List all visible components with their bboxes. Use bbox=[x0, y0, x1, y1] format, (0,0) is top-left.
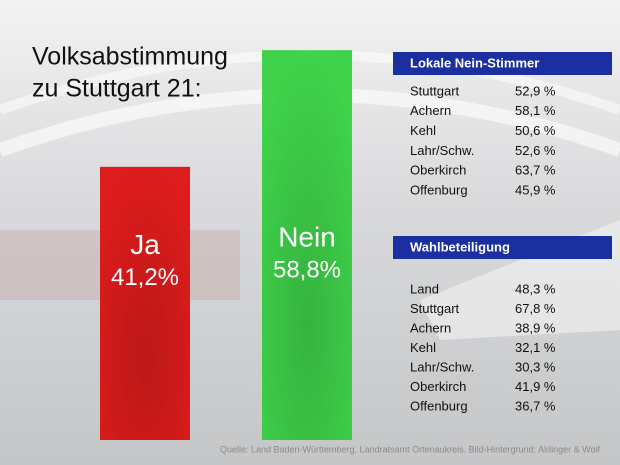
row-label: Offenburg bbox=[410, 182, 468, 197]
title-line: Volksabstimmung bbox=[32, 43, 228, 71]
title-line: zu Stuttgart 21: bbox=[32, 75, 202, 103]
table-header bbox=[393, 52, 612, 75]
source: Quelle: Land Baden-Württemberg, Landrats… bbox=[220, 444, 601, 454]
bar-shade bbox=[262, 50, 352, 440]
row-value: 48,3 % bbox=[515, 281, 556, 296]
row-label: Kehl bbox=[410, 340, 436, 355]
value-label: 41,2% bbox=[111, 264, 179, 291]
row-label: Achern bbox=[410, 320, 451, 335]
row-value: 52,9 % bbox=[515, 83, 556, 98]
row-value: 32,1 % bbox=[515, 340, 556, 355]
table-title: Lokale Nein-Stimmer bbox=[410, 55, 539, 70]
row-value: 63,7 % bbox=[515, 163, 556, 178]
value-label: 58,8% bbox=[273, 257, 341, 284]
row-value: 50,6 % bbox=[515, 123, 556, 138]
row-value: 36,7 % bbox=[515, 398, 556, 413]
bar-shade bbox=[100, 166, 190, 440]
category-label: Ja bbox=[130, 229, 160, 260]
row-label: Stuttgart bbox=[410, 83, 460, 98]
row-value: 45,9 % bbox=[515, 182, 556, 197]
row-label: Lahr/Schw. bbox=[410, 359, 474, 374]
category-label: Nein bbox=[278, 222, 336, 253]
row-value: 52,6 % bbox=[515, 143, 556, 158]
row-value: 30,3 % bbox=[515, 359, 556, 374]
bars: Ja 41,2% Nein 58,8% bbox=[100, 50, 352, 440]
table-title: Wahlbeteiligung bbox=[410, 239, 510, 254]
row-label: Oberkirch bbox=[410, 163, 466, 178]
row-label: Kehl bbox=[410, 123, 436, 138]
row-value: 38,9 % bbox=[515, 320, 556, 335]
row-label: Land bbox=[410, 281, 439, 296]
tables: Lokale Nein-Stimmer Stuttgart 52,9 % Achern… bbox=[393, 52, 612, 413]
row-label: Achern bbox=[410, 103, 451, 118]
table-header bbox=[393, 236, 612, 259]
row-value: 58,1 % bbox=[515, 103, 556, 118]
row-value: 41,9 % bbox=[515, 379, 556, 394]
row-label: Oberkirch bbox=[410, 379, 466, 394]
row-label: Offenburg bbox=[410, 398, 468, 413]
row-value: 67,8 % bbox=[515, 301, 556, 316]
row-label: Stuttgart bbox=[410, 301, 460, 316]
row-label: Lahr/Schw. bbox=[410, 143, 474, 158]
